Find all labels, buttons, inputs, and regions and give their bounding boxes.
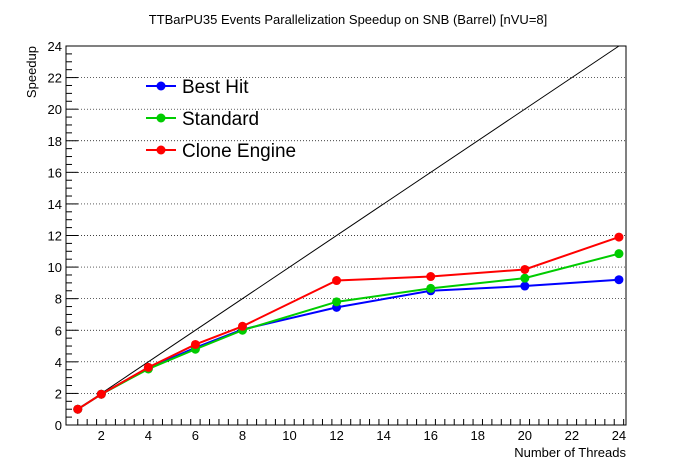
series-line-2 (77, 236, 620, 411)
y-tick-label: 20 (48, 102, 62, 117)
grid-layer (66, 45, 626, 394)
x-tick-label: 16 (423, 428, 437, 443)
x-tick-label: 12 (329, 428, 343, 443)
ideal-speedup-line (77, 45, 620, 410)
data-point (520, 264, 530, 274)
y-tick-label: 2 (55, 386, 62, 401)
x-tick-label: 20 (518, 428, 532, 443)
legend-label: Clone Engine (182, 141, 296, 162)
series-layer (73, 45, 624, 414)
data-point (614, 275, 624, 285)
data-point (614, 232, 624, 242)
x-tick-label: 4 (145, 428, 152, 443)
chart-title: TTBarPU35 Events Parallelization Speedup… (149, 12, 548, 27)
y-tick-label: 8 (55, 292, 62, 307)
x-tick-label: 18 (471, 428, 485, 443)
x-tick-label: 6 (192, 428, 199, 443)
y-tick-label: 4 (55, 355, 62, 370)
legend-label: Standard (182, 109, 259, 130)
data-point (143, 362, 153, 372)
y-tick-label: 14 (48, 197, 62, 212)
x-tick-label: 22 (565, 428, 579, 443)
data-point (426, 272, 436, 282)
y-tick-label: 10 (48, 260, 62, 275)
data-point (520, 281, 530, 291)
x-tick-label: 24 (612, 428, 626, 443)
x-tick-label: 2 (98, 428, 105, 443)
x-tick-label: 10 (282, 428, 296, 443)
y-axis-label: Speedup (24, 46, 39, 98)
y-tick-label: 16 (48, 165, 62, 180)
x-axis-label: Number of Threads (514, 445, 626, 460)
data-point (426, 283, 436, 293)
legend-swatch-marker (156, 113, 166, 123)
data-point (73, 404, 83, 414)
data-point (520, 273, 530, 283)
legend: Best Hit Standard Clone Engine (146, 77, 296, 162)
data-point (190, 339, 200, 349)
y-tick-label: 18 (48, 134, 62, 149)
y-tick-label: 12 (48, 229, 62, 244)
x-tick-label: 14 (376, 428, 390, 443)
y-tick-label: 6 (55, 323, 62, 338)
legend-swatch-marker (156, 81, 166, 91)
series-line-1 (77, 252, 620, 411)
y-tick-label: 22 (48, 71, 62, 86)
y-tick-label: 24 (48, 39, 62, 54)
legend-swatch-marker (156, 145, 166, 155)
x-tick-label: 8 (239, 428, 246, 443)
legend-label: Best Hit (182, 77, 249, 98)
data-point (332, 276, 342, 286)
data-point (614, 249, 624, 259)
y-tick-label: 0 (55, 418, 62, 433)
data-point (332, 297, 342, 307)
data-point (96, 389, 106, 399)
data-point (237, 321, 247, 331)
